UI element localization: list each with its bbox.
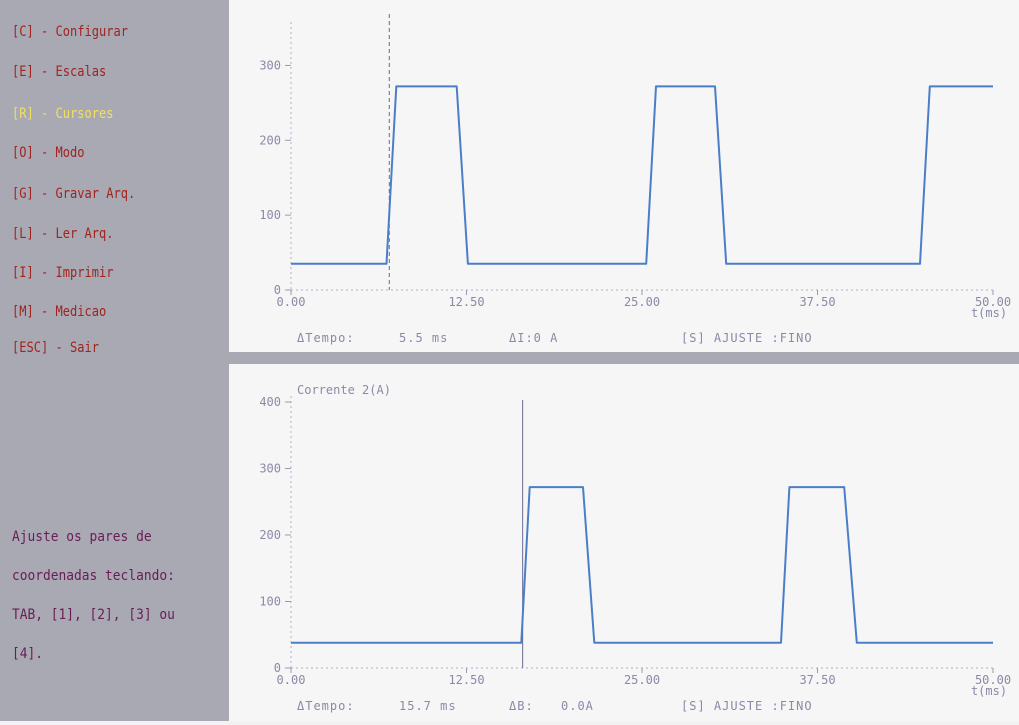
menu-item-gravar-arq[interactable]: [G] - Gravar Arq. [12,186,136,202]
delta-current-label: ΔB: [509,699,534,713]
delta-time-value: 5.5 ms [399,331,448,345]
help-line: [4]. [12,646,44,662]
x-tick-label: 12.50 [448,295,484,309]
x-tick-label: 0.00 [277,673,306,687]
current-2-chart[interactable]: 0 100 200 300 400 0.00 12.50 25.00 37.50 50.00t(m… [229,364,1019,721]
menu-item-imprimir[interactable]: [I] - Imprimir [12,265,114,281]
current-1-plot-panel[interactable]: 0 100 200 300 0.00 12.50 25.00 37.50 50.00 t(ms) Δ… [229,0,1019,352]
x-unit-label: t(ms) [971,684,1007,698]
delta-current-value: 0.0A [561,699,594,713]
x-tick-label: 50.00 [975,295,1011,309]
menu-item-cursores[interactable]: [R] - Cursores [12,106,114,122]
current-1-chart[interactable]: 0 100 200 300 0.00 12.50 25.00 37.50 50.00t(ms) Δ… [229,0,1019,352]
menu-item-escalas[interactable]: [E] - Escalas [12,64,107,80]
sidebar: [C] - Configurar [E] - Escalas [R] - Cur… [0,0,229,721]
menu-item-modo[interactable]: [O] - Modo [12,145,85,161]
menu-item-medicao[interactable]: [M] - Medicao [12,304,107,320]
panel-divider [229,352,1019,364]
y-tick-label: 0 [274,661,281,675]
x-tick-label: 12.50 [448,673,484,687]
y-tick-label: 200 [259,133,281,147]
plot-area: 0 100 200 300 0.00 12.50 25.00 37.50 50.00 t(ms) Δ… [229,0,1019,721]
help-text: Ajuste os pares de coordenadas teclando:… [12,518,222,674]
y-tick-label: 100 [259,595,281,609]
y-tick-label: 300 [259,58,281,72]
menu-item-configurar[interactable]: [C] - Configurar [12,24,128,40]
help-line: coordenadas teclando: [12,568,175,584]
y-tick-label: 0 [274,283,281,297]
current-2-plot-panel[interactable]: 0 100 200 300 400 0.00 12.50 25.00 37.50 50.00 t(m… [229,364,1019,721]
adjust-mode-status: [S] AJUSTE :FINO [681,331,813,345]
x-tick-label: 50.00 [975,673,1011,687]
delta-time-value: 15.7 ms [399,699,457,713]
delta-time-label: ΔTempo: [297,699,355,713]
current-trace [291,486,993,644]
y-tick-label: 200 [259,528,281,542]
menu-item-sair[interactable]: [ESC] - Sair [12,340,99,356]
current-trace [291,85,993,265]
delta-time-label: ΔTempo: [297,331,355,345]
adjust-mode-status: [S] AJUSTE :FINO [681,699,813,713]
help-line: Ajuste os pares de [12,529,152,545]
x-unit-label: t(ms) [971,306,1007,320]
x-tick-label: 25.00 [624,673,660,687]
delta-current-label: ΔI:0 A [509,331,558,345]
chart-title: Corrente 2(A) [297,383,391,397]
y-tick-label: 400 [259,395,281,409]
menu-item-ler-arq[interactable]: [L] - Ler Arq. [12,226,114,242]
x-tick-label: 0.00 [277,295,306,309]
x-tick-label: 37.50 [799,295,835,309]
y-tick-label: 100 [259,208,281,222]
y-tick-label: 300 [259,462,281,476]
x-tick-label: 25.00 [624,295,660,309]
help-line: TAB, [1], [2], [3] ou [12,607,175,623]
x-tick-label: 37.50 [799,673,835,687]
